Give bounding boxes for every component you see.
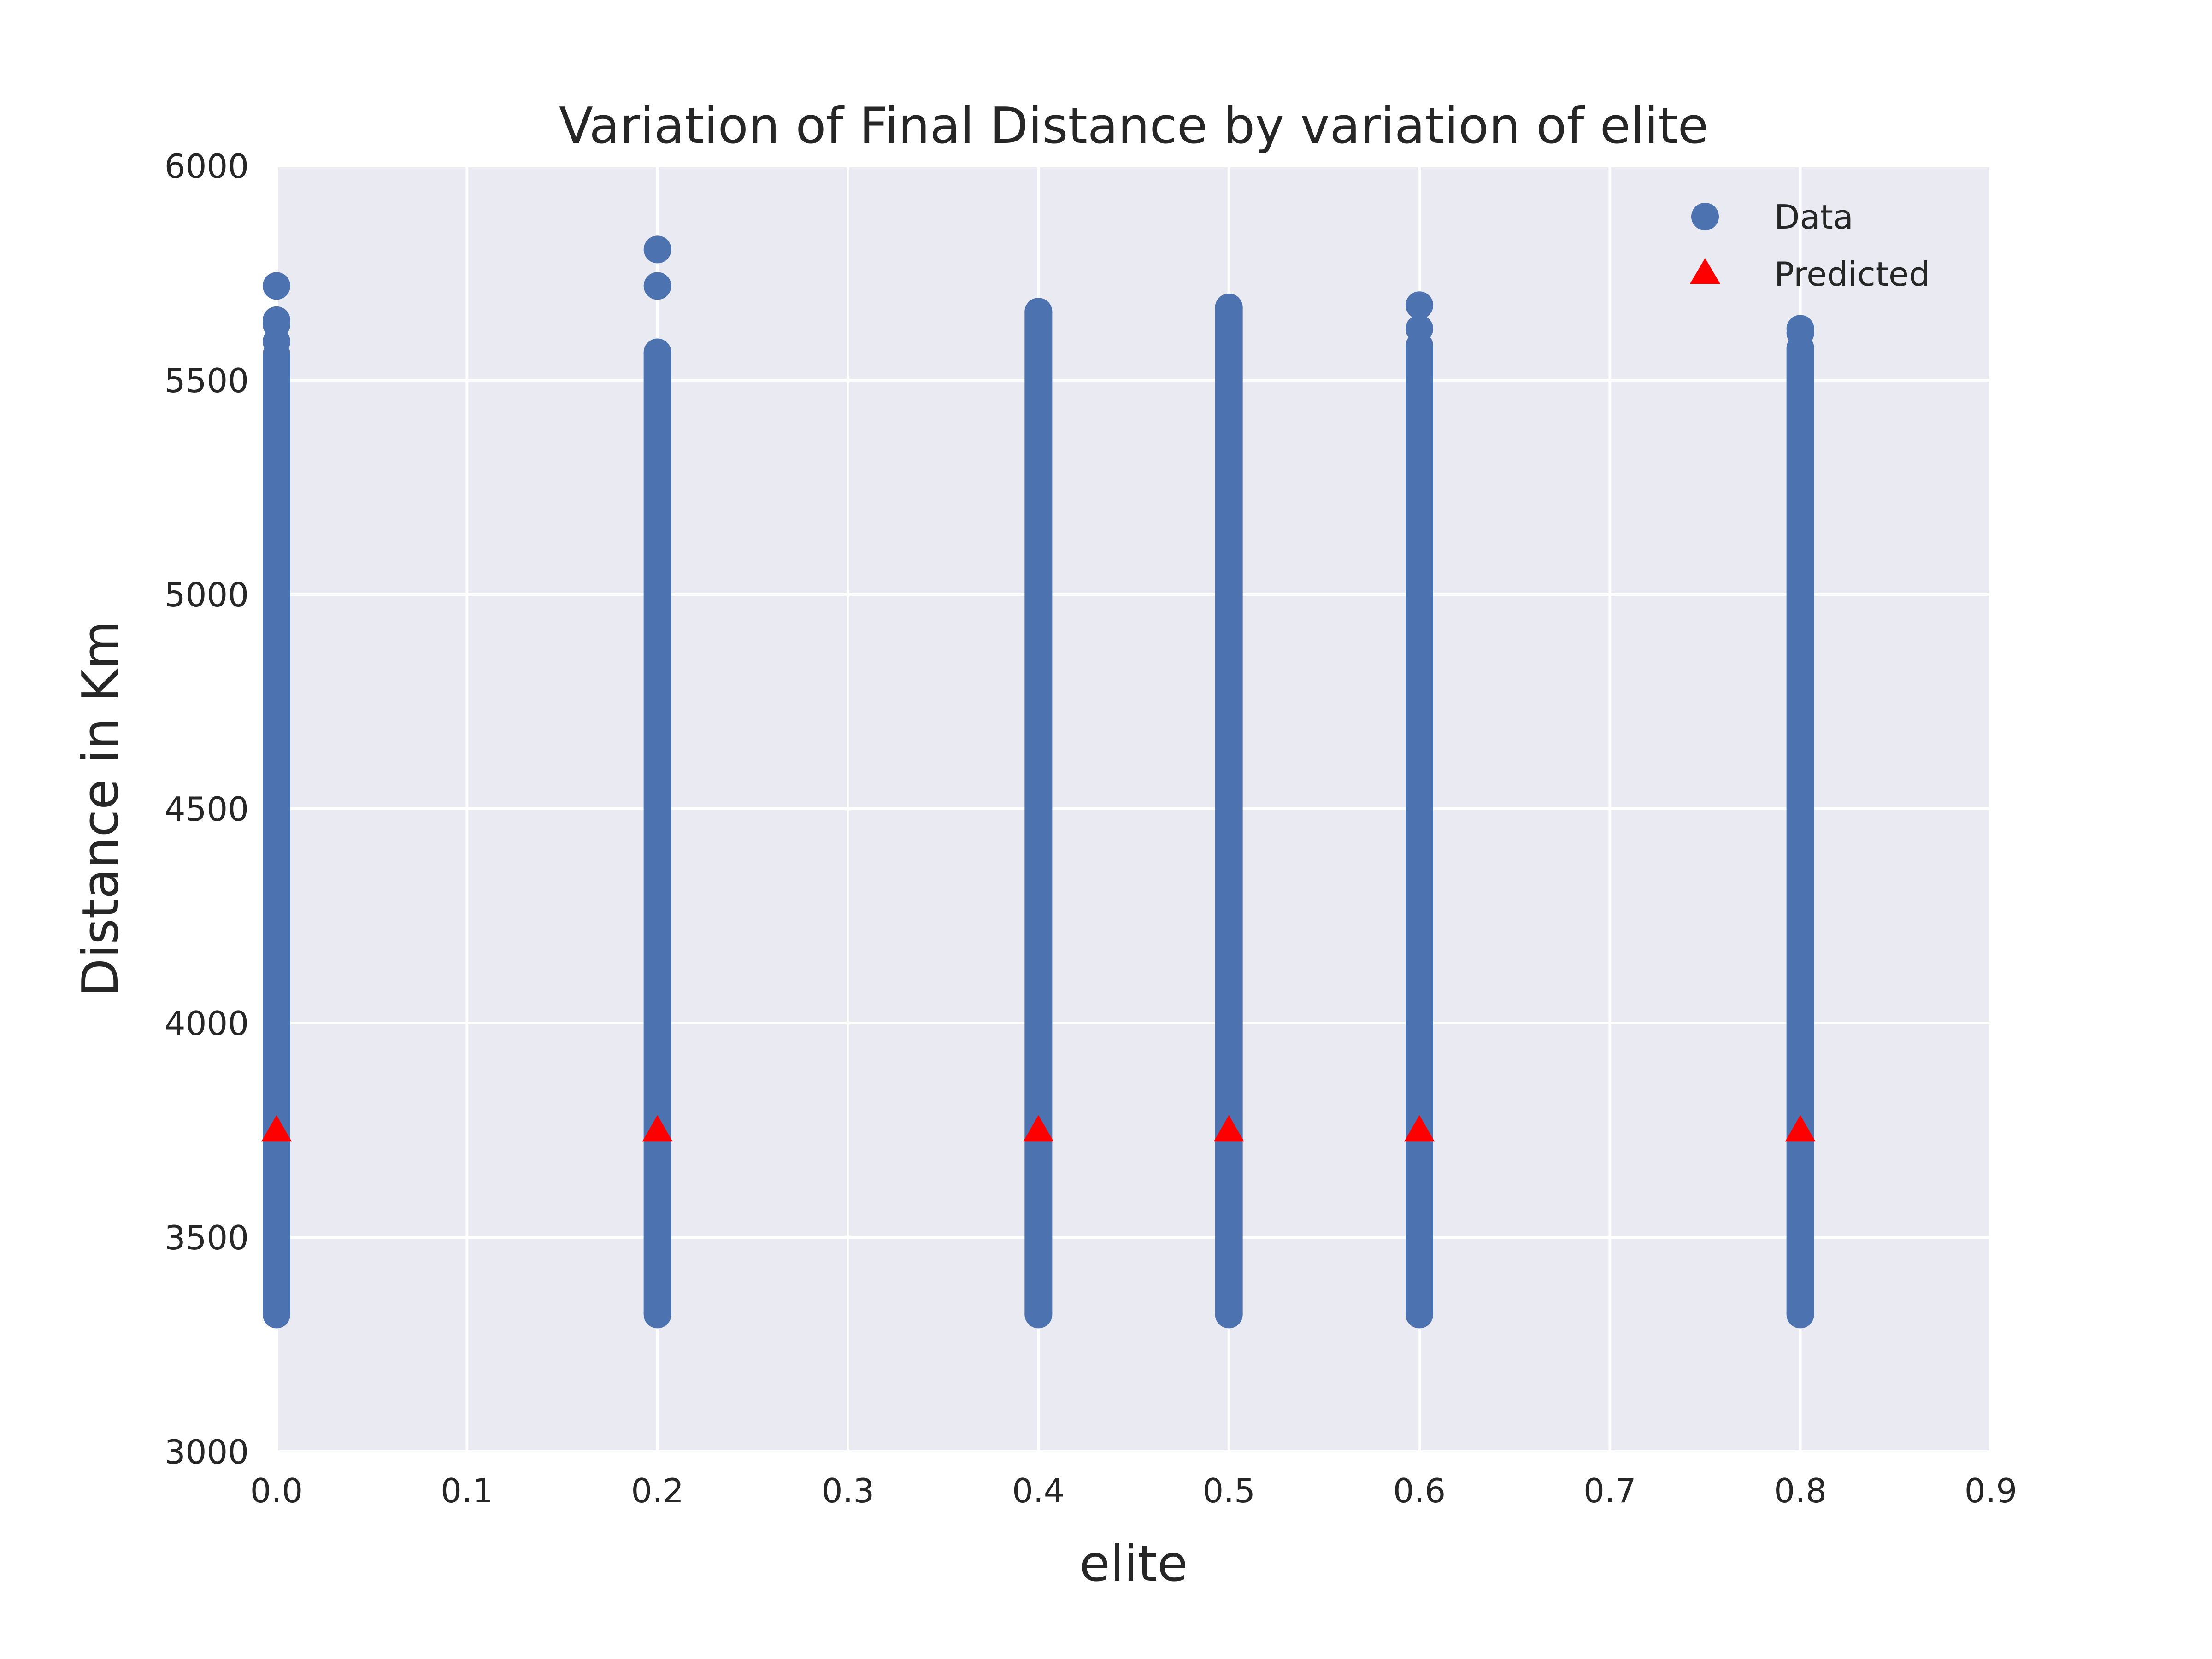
data-point [643,235,671,264]
predicted-point [1213,1115,1244,1142]
data-point [1406,1300,1433,1329]
x-axis-label: elite [1079,1535,1188,1593]
chart-title: Variation of Final Distance by variation… [559,97,1708,155]
x-tick-label: 0.1 [441,1471,494,1510]
predicted-point [1785,1115,1816,1142]
x-tick-label: 0.8 [1774,1471,1827,1510]
y-tick-label: 3000 [165,1433,249,1471]
predicted-point [1404,1115,1435,1142]
y-axis-label: Distance in Km [72,621,129,996]
y-tick-label: 6000 [165,147,249,186]
data-point [263,1300,290,1329]
x-tick-label: 0.9 [1965,1471,2018,1510]
predicted-point [261,1115,292,1142]
legend-data-label: Data [1774,198,1853,236]
x-tick-label: 0.7 [1583,1471,1636,1510]
data-series [263,235,1814,1329]
x-tick-label: 0.4 [1012,1471,1065,1510]
data-point [643,1300,671,1329]
predicted-series [261,1115,1816,1142]
x-tick-labels: 0.0 0.1 0.2 0.3 0.4 0.5 0.6 0.7 0.8 0.9 [250,1471,2018,1510]
y-tick-label: 4500 [165,790,249,829]
data-point [1215,293,1243,321]
data-point [1024,298,1053,326]
y-tick-labels: 3000 3500 4000 4500 5000 5500 6000 [165,147,249,1471]
data-point [263,306,290,334]
data-column [1215,307,1243,1315]
y-tick-label: 3500 [165,1218,249,1257]
x-tick-label: 0.2 [631,1471,684,1510]
data-point [1406,315,1433,343]
data-point [1406,291,1433,319]
data-column [1786,348,1814,1315]
data-point [643,272,671,300]
y-tick-label: 4000 [165,1004,249,1043]
data-point [1786,1300,1814,1329]
data-column [263,354,290,1315]
data-column [643,352,671,1315]
legend-predicted-label: Predicted [1774,255,1930,294]
data-point [1215,1300,1243,1329]
data-column [1024,312,1053,1315]
legend-data-marker [1691,203,1719,230]
data-point [263,272,290,300]
x-tick-label: 0.0 [250,1471,303,1510]
data-point [643,338,671,366]
legend: Data Predicted [1690,198,1930,294]
data-point [1024,1300,1053,1329]
predicted-point [642,1115,673,1142]
predicted-point [1023,1115,1054,1142]
legend-predicted-marker [1690,258,1720,284]
data-column [1406,346,1433,1315]
y-tick-label: 5000 [165,576,249,614]
x-tick-label: 0.6 [1393,1471,1446,1510]
x-tick-label: 0.3 [822,1471,875,1510]
y-tick-label: 5500 [165,361,249,400]
x-tick-label: 0.5 [1202,1471,1255,1510]
data-point [1786,315,1814,343]
